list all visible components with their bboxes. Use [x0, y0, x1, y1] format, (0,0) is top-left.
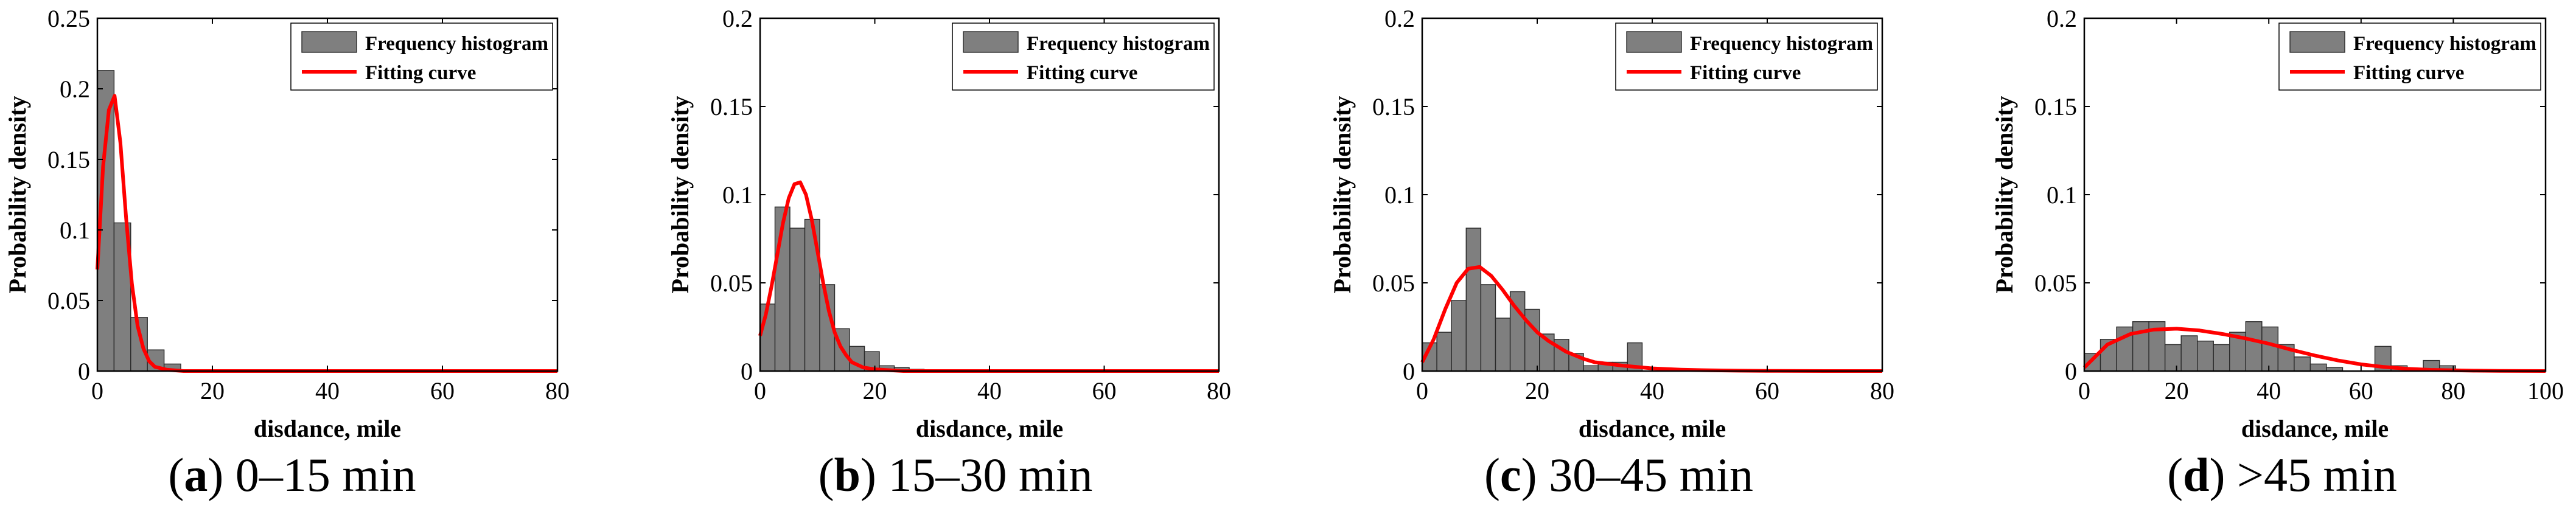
x-tick-label: 60 [430, 377, 455, 405]
y-tick-label: 0.05 [2034, 269, 2077, 297]
legend: Frequency histogram Fitting curve [290, 23, 553, 91]
y-tick-label: 0.05 [710, 269, 753, 297]
x-tick-label: 0 [1416, 377, 1428, 405]
histogram-bar [2294, 356, 2311, 372]
legend-histogram-swatch [963, 31, 1019, 53]
histogram-bar [1436, 332, 1452, 372]
x-tick-label: 40 [1640, 377, 1664, 405]
y-tick-label: 0.2 [1384, 5, 1415, 32]
x-tick-label: 20 [1525, 377, 1549, 405]
x-tick-label: 80 [1207, 377, 1231, 405]
legend: Frequency histogram Fitting curve [2278, 23, 2541, 91]
x-tick-label: 60 [2349, 377, 2373, 405]
y-tick-label: 0 [741, 358, 753, 385]
x-tick-label: 80 [1870, 377, 1894, 405]
y-axis-label: Probability density [1328, 96, 1356, 294]
x-tick-label: 0 [2078, 377, 2090, 405]
y-tick-label: 0.1 [60, 217, 90, 244]
legend-histogram-label: Frequency histogram [2353, 33, 2536, 55]
x-axis-label: disdance, mile [916, 415, 1063, 442]
x-axis-label: disdance, mile [254, 415, 401, 442]
x-tick-label: 20 [2165, 377, 2189, 405]
y-tick-label: 0.2 [2047, 5, 2077, 32]
x-tick-label: 20 [863, 377, 887, 405]
legend: Frequency histogram Fitting curve [952, 23, 1215, 91]
histogram-bar [2197, 341, 2214, 372]
legend-histogram-swatch [301, 31, 357, 53]
x-tick-label: 20 [200, 377, 225, 405]
y-axis-label: Probability density [1991, 96, 2018, 294]
y-tick-label: 0 [1403, 358, 1415, 385]
legend-curve-label: Fitting curve [1690, 62, 1801, 84]
caption-a: (a) 0–15 min [168, 448, 416, 501]
y-tick-label: 0.1 [1384, 181, 1415, 209]
chart-panel-c: 0 20 40 60 80 0 0.05 0.1 0.15 0.2 disdance, mile Pr… [1328, 5, 1894, 442]
histogram-bar [2100, 339, 2117, 372]
histogram-bar [1480, 284, 1496, 372]
legend-curve-label: Fitting curve [365, 62, 476, 84]
histogram-bar [1583, 365, 1599, 372]
y-axis-label: Probability density [4, 96, 31, 294]
histogram-bar [1465, 227, 1482, 372]
y-tick-label: 0.05 [47, 287, 90, 314]
y-tick-label: 0.25 [47, 5, 90, 32]
histogram-bar [2309, 363, 2327, 372]
y-tick-label: 0.2 [60, 75, 90, 103]
x-tick-label: 40 [2257, 377, 2281, 405]
caption-b: (b) 15–30 min [818, 448, 1093, 501]
chart-panel-d: 0 20 40 60 80 100 0 0.05 0.1 0.15 0.2 disdance, mil… [1991, 5, 2564, 442]
histogram-bar [1524, 308, 1540, 372]
x-tick-label: 80 [545, 377, 570, 405]
chart-panel-a: 0 20 40 60 80 0 0.05 0.1 0.15 0.2 0.25 disdance, mi… [4, 5, 570, 442]
histogram-bar [2164, 344, 2182, 372]
x-tick-label: 60 [1092, 377, 1117, 405]
x-axis-label: disdance, mile [1579, 415, 1726, 442]
x-tick-label: 100 [2527, 377, 2564, 405]
x-axis-label: disdance, mile [2241, 415, 2389, 442]
y-tick-label: 0.1 [2047, 181, 2077, 209]
y-tick-label: 0.15 [710, 93, 753, 120]
x-tick-label: 60 [1755, 377, 1779, 405]
legend-histogram-swatch [1626, 31, 1682, 53]
legend-curve-label: Fitting curve [1027, 62, 1137, 84]
y-tick-label: 0 [78, 358, 90, 385]
histogram-bar [2180, 335, 2198, 372]
histogram-bar [2261, 326, 2279, 372]
x-tick-label: 0 [754, 377, 766, 405]
legend: Frequency histogram Fitting curve [1615, 23, 1878, 91]
histogram-bar [1495, 318, 1511, 372]
legend-histogram-label: Frequency histogram [1027, 33, 1210, 55]
histogram-bar [1451, 300, 1467, 372]
legend-histogram-swatch [2289, 31, 2345, 53]
x-tick-label: 80 [2441, 377, 2465, 405]
histogram-bar [789, 227, 806, 372]
y-tick-label: 0.15 [2034, 93, 2077, 120]
y-axis-label: Probability density [666, 96, 694, 294]
histogram-bar [2132, 321, 2149, 372]
legend-curve-label: Fitting curve [2353, 62, 2464, 84]
caption-c: (c) 30–45 min [1484, 448, 1753, 501]
x-tick-label: 40 [977, 377, 1002, 405]
y-tick-label: 0.05 [1372, 269, 1415, 297]
histogram-bar [2245, 321, 2263, 372]
y-tick-label: 0 [2065, 358, 2077, 385]
y-tick-label: 0.1 [722, 181, 753, 209]
chart-panel-b: 0 20 40 60 80 0 0.05 0.1 0.15 0.2 disdance, mile Pr… [666, 5, 1231, 442]
legend-histogram-label: Frequency histogram [1690, 33, 1873, 55]
x-tick-label: 0 [91, 377, 103, 405]
x-tick-label: 40 [315, 377, 340, 405]
y-tick-label: 0.15 [47, 146, 90, 173]
y-tick-label: 0.15 [1372, 93, 1415, 120]
y-tick-label: 0.2 [722, 5, 753, 32]
caption-d: (d) >45 min [2167, 448, 2397, 501]
histogram-bar [2213, 344, 2230, 372]
legend-histogram-label: Frequency histogram [365, 33, 548, 55]
fit-curve-line [2082, 327, 2546, 373]
